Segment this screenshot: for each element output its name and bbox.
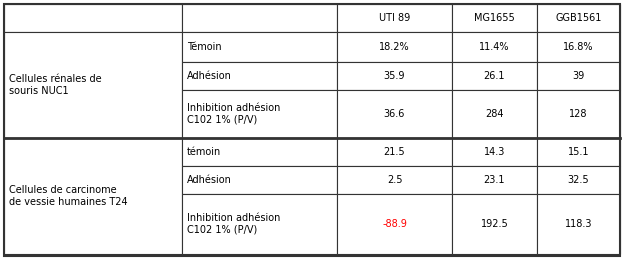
Text: UTI 89: UTI 89: [379, 13, 410, 23]
Text: 18.2%: 18.2%: [379, 42, 410, 52]
Bar: [4, 138, 182, 254]
Text: Adhésion: Adhésion: [187, 71, 232, 81]
Text: Inhibition adhésion
C102 1% (P/V): Inhibition adhésion C102 1% (P/V): [187, 103, 280, 125]
Text: 2.5: 2.5: [387, 175, 402, 185]
Text: 192.5: 192.5: [480, 219, 509, 229]
Bar: [337, 62, 452, 90]
Bar: [537, 90, 620, 138]
Bar: [537, 62, 620, 90]
Bar: [182, 194, 337, 254]
Bar: [4, 4, 182, 32]
Bar: [452, 32, 537, 62]
Text: 26.1: 26.1: [484, 71, 505, 81]
Bar: [452, 62, 537, 90]
Bar: [452, 90, 537, 138]
Text: 23.1: 23.1: [484, 175, 505, 185]
Bar: [537, 194, 620, 254]
Bar: [452, 194, 537, 254]
Text: 32.5: 32.5: [568, 175, 589, 185]
Bar: [182, 90, 337, 138]
Bar: [182, 32, 337, 62]
Text: Témoin: Témoin: [187, 42, 222, 52]
Bar: [537, 166, 620, 194]
Bar: [337, 4, 452, 32]
Text: 21.5: 21.5: [384, 147, 406, 157]
Bar: [337, 138, 452, 166]
Bar: [452, 166, 537, 194]
Bar: [182, 62, 337, 90]
Bar: [337, 194, 452, 254]
Bar: [537, 32, 620, 62]
Bar: [182, 4, 337, 32]
Bar: [452, 4, 537, 32]
Text: Inhibition adhésion
C102 1% (P/V): Inhibition adhésion C102 1% (P/V): [187, 213, 280, 235]
Text: 16.8%: 16.8%: [563, 42, 594, 52]
Bar: [337, 90, 452, 138]
Bar: [337, 166, 452, 194]
Text: témoin: témoin: [187, 147, 222, 157]
Text: 35.9: 35.9: [384, 71, 405, 81]
Bar: [337, 32, 452, 62]
Text: Cellules rénales de
souris NUC1: Cellules rénales de souris NUC1: [9, 74, 102, 96]
Bar: [4, 32, 182, 138]
Text: 39: 39: [572, 71, 585, 81]
Bar: [452, 138, 537, 166]
Text: 11.4%: 11.4%: [479, 42, 510, 52]
Bar: [182, 138, 337, 166]
Text: 128: 128: [569, 109, 588, 119]
Text: Adhésion: Adhésion: [187, 175, 232, 185]
Bar: [182, 166, 337, 194]
Text: 118.3: 118.3: [565, 219, 592, 229]
Text: Cellules de carcinome
de vessie humaines T24: Cellules de carcinome de vessie humaines…: [9, 185, 128, 207]
Bar: [537, 4, 620, 32]
Text: 15.1: 15.1: [568, 147, 589, 157]
Text: 284: 284: [485, 109, 504, 119]
Bar: [537, 138, 620, 166]
Text: -88.9: -88.9: [382, 219, 407, 229]
Text: 36.6: 36.6: [384, 109, 405, 119]
Text: GGB1561: GGB1561: [555, 13, 602, 23]
Text: MG1655: MG1655: [474, 13, 515, 23]
Text: 14.3: 14.3: [484, 147, 505, 157]
